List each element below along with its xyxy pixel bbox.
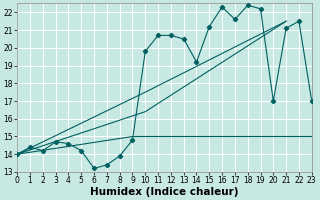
X-axis label: Humidex (Indice chaleur): Humidex (Indice chaleur) <box>90 187 239 197</box>
